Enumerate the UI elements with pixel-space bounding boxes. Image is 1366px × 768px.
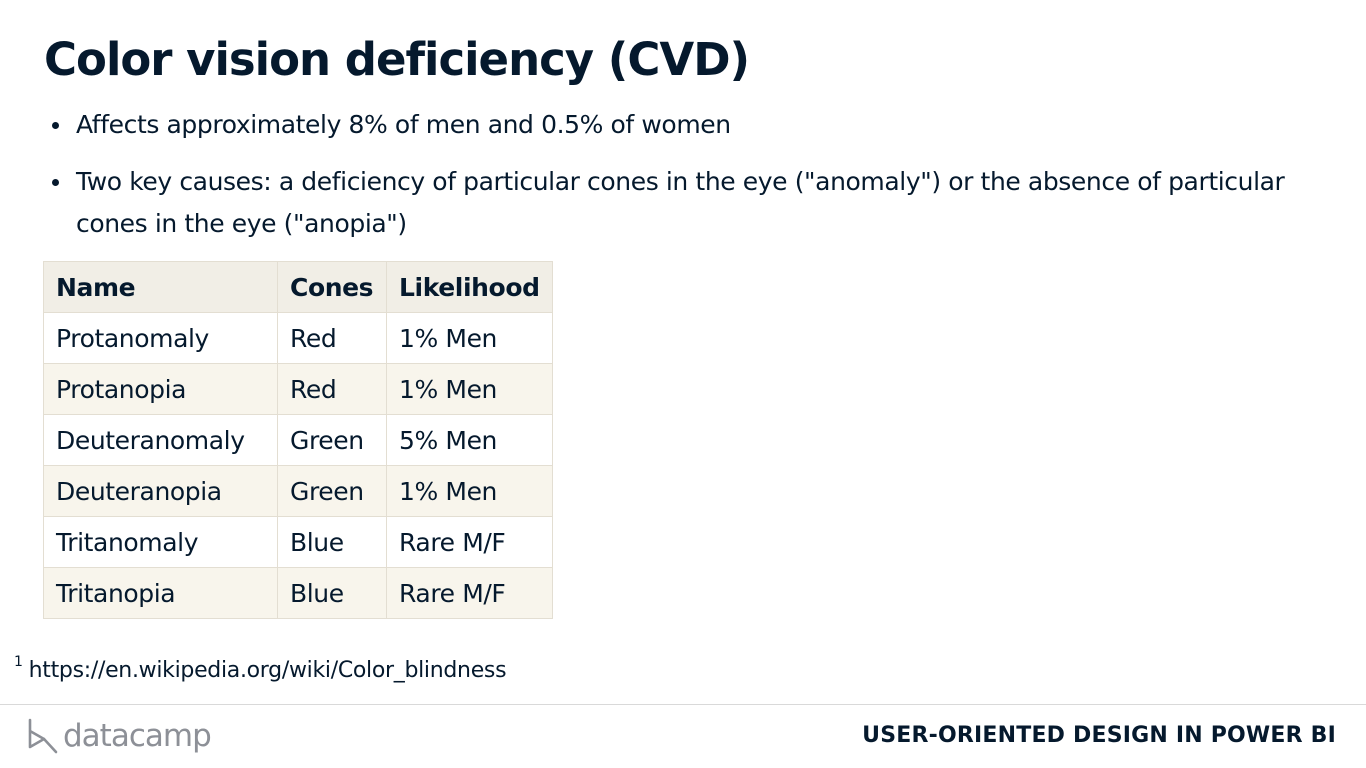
footnote-marker: 1 — [14, 654, 23, 670]
table-header-row: Name Cones Likelihood — [43, 261, 553, 313]
cell-cones: Blue — [277, 516, 387, 568]
column-header-name: Name — [43, 261, 278, 313]
table-row: Tritanomaly Blue Rare M/F — [43, 516, 553, 568]
bullet-item: Affects approximately 8% of men and 0.5%… — [50, 104, 1320, 146]
bullet-item: Two key causes: a deficiency of particul… — [50, 161, 1320, 245]
cell-name: Tritanopia — [43, 567, 278, 619]
cell-likelihood: 1% Men — [386, 312, 553, 364]
logo-wordmark: datacamp — [63, 718, 212, 754]
cell-likelihood: 1% Men — [386, 465, 553, 517]
cell-cones: Blue — [277, 567, 387, 619]
footnote-link[interactable]: https://en.wikipedia.org/wiki/Color_blin… — [28, 658, 507, 683]
course-title: USER-ORIENTED DESIGN IN POWER BI — [862, 723, 1336, 748]
cell-name: Protanomaly — [43, 312, 278, 364]
table-row: Protanopia Red 1% Men — [43, 363, 553, 415]
bullet-text: Two key causes: a deficiency of particul… — [76, 167, 1285, 238]
datacamp-logo-icon — [28, 718, 58, 754]
cell-cones: Green — [277, 465, 387, 517]
bullet-list: Affects approximately 8% of men and 0.5%… — [50, 104, 1320, 260]
cell-likelihood: Rare M/F — [386, 516, 553, 568]
bullet-dot-icon — [52, 122, 59, 129]
table-row: Tritanopia Blue Rare M/F — [43, 567, 553, 619]
table-row: Deuteranopia Green 1% Men — [43, 465, 553, 517]
cell-name: Deuteranomaly — [43, 414, 278, 466]
cell-name: Tritanomaly — [43, 516, 278, 568]
cell-cones: Red — [277, 312, 387, 364]
footer-divider — [0, 704, 1366, 705]
column-header-likelihood: Likelihood — [386, 261, 553, 313]
datacamp-logo: datacamp — [27, 714, 212, 758]
cell-cones: Red — [277, 363, 387, 415]
slide-title: Color vision deficiency (CVD) — [44, 33, 750, 86]
bullet-text: Affects approximately 8% of men and 0.5%… — [76, 110, 731, 139]
cell-cones: Green — [277, 414, 387, 466]
cell-likelihood: 5% Men — [386, 414, 553, 466]
table-row: Protanomaly Red 1% Men — [43, 312, 553, 364]
cvd-types-table: Name Cones Likelihood Protanomaly Red 1%… — [43, 261, 553, 619]
cell-likelihood: Rare M/F — [386, 567, 553, 619]
cell-likelihood: 1% Men — [386, 363, 553, 415]
footnote: 1 https://en.wikipedia.org/wiki/Color_bli… — [14, 654, 507, 683]
bullet-dot-icon — [52, 179, 59, 186]
table-row: Deuteranomaly Green 5% Men — [43, 414, 553, 466]
cell-name: Protanopia — [43, 363, 278, 415]
cell-name: Deuteranopia — [43, 465, 278, 517]
column-header-cones: Cones — [277, 261, 387, 313]
